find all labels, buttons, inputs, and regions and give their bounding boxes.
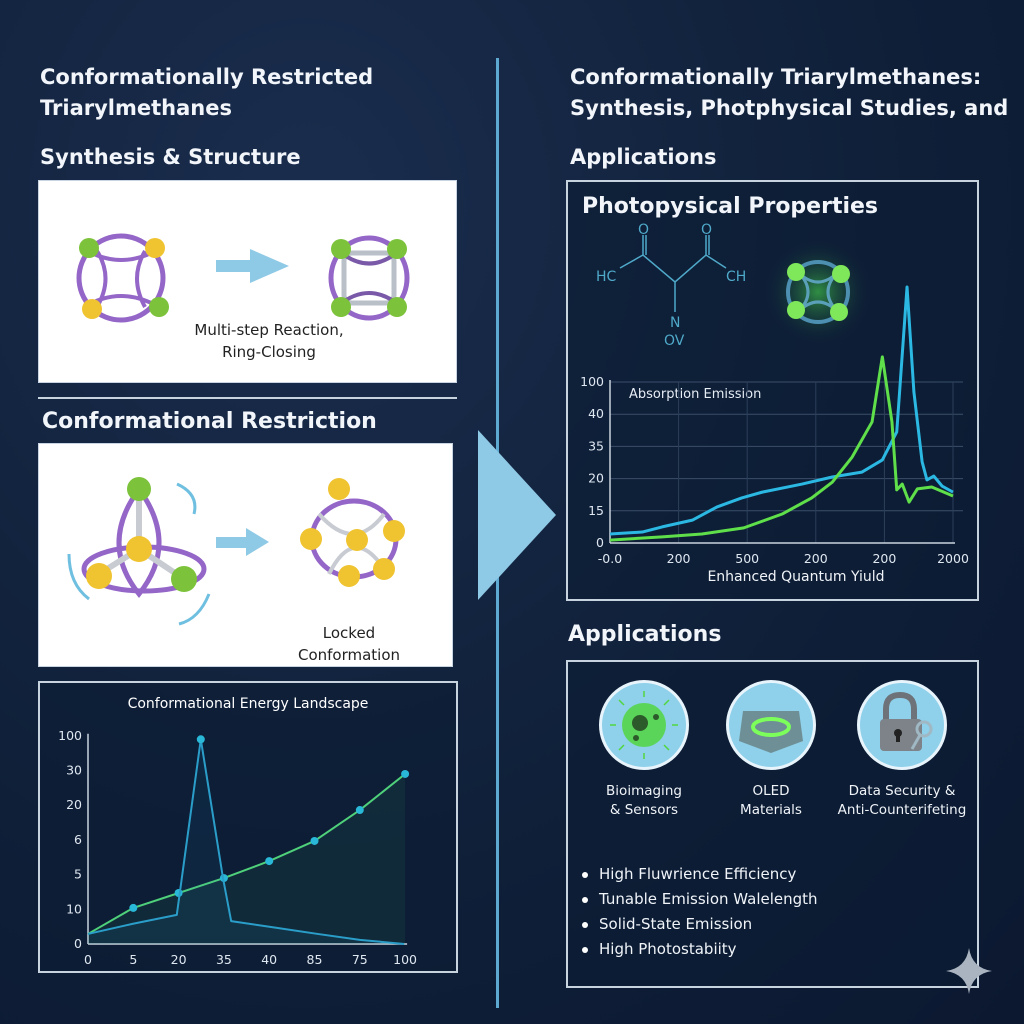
feature-item: High Fluwrience Efficiency bbox=[582, 862, 818, 887]
app-oled-line2: Materials bbox=[740, 802, 802, 818]
label-ch: CH bbox=[726, 269, 746, 285]
synthesis-heading: Synthesis & Structure bbox=[40, 145, 301, 169]
feature-item: Tunable Emission Walelength bbox=[582, 887, 818, 912]
chemical-structure: O O HC CH N OV bbox=[596, 222, 746, 349]
y-tick-label: 100 bbox=[580, 374, 604, 389]
feature-item: Solid-State Emission bbox=[582, 912, 818, 937]
x-tick-label: -0.0 bbox=[598, 551, 622, 566]
y-tick-label: 30 bbox=[66, 763, 82, 778]
x-tick-label: 100 bbox=[393, 952, 417, 967]
app-security-line1: Data Security & bbox=[848, 783, 956, 799]
locked-molecule-icon bbox=[300, 478, 405, 587]
energy-chart-title: Conformational Energy Landscape bbox=[128, 696, 369, 712]
spectrum-chart: Absorption Emission Enhanced Quantum Yiu… bbox=[580, 285, 969, 585]
x-tick-label: 40 bbox=[261, 952, 277, 967]
series-line-0 bbox=[87, 773, 406, 935]
app-security: Data Security & Anti-Counterifeting bbox=[832, 680, 972, 820]
label-o2: O bbox=[701, 222, 712, 238]
energy-chart: Conformational Energy Landscape 0 5 20 35 40… bbox=[58, 696, 417, 967]
photophysical-panel: Photopysical Properties O O HC CH N OV A… bbox=[566, 180, 979, 601]
data-point bbox=[401, 769, 410, 778]
closed-molecule-icon bbox=[328, 235, 410, 321]
photophysical-heading: Photopysical Properties bbox=[582, 194, 879, 219]
series-area bbox=[88, 773, 406, 944]
applications-heading: Applications bbox=[568, 622, 722, 647]
oled-panel-icon bbox=[726, 680, 816, 770]
right-title-line1: Conformationally Triarylmethanes: bbox=[570, 65, 982, 89]
x-tick-label: 35 bbox=[216, 952, 232, 967]
restriction-panel: Locked Conformation bbox=[38, 443, 453, 667]
x-tick-label: 75 bbox=[352, 952, 368, 967]
x-tick-label: 500 bbox=[735, 551, 759, 566]
x-tick-label: 0 bbox=[84, 952, 92, 967]
series-line-1 bbox=[609, 355, 954, 542]
series-line-0 bbox=[609, 285, 954, 536]
label-o1: O bbox=[638, 222, 649, 238]
right-title-line2: Synthesis, Photphysical Studies, and bbox=[570, 96, 1009, 120]
x-tick-label: 200 bbox=[667, 551, 691, 566]
energy-chart-panel: Conformational Energy Landscape 0 5 20 35 40… bbox=[38, 681, 458, 973]
app-oled-line1: OLED bbox=[752, 783, 790, 799]
y-tick-label: 15 bbox=[588, 503, 604, 518]
right-title-line3: Applications bbox=[570, 145, 717, 169]
cell-icon bbox=[599, 680, 689, 770]
data-point bbox=[310, 836, 319, 845]
right-title: Conformationally Triarylmethanes: Synthe… bbox=[570, 62, 1008, 124]
data-point bbox=[265, 857, 274, 866]
app-security-line2: Anti-Counterifeting bbox=[837, 802, 967, 818]
right-arrow-icon bbox=[216, 249, 289, 283]
app-bioimaging-line1: Bioimaging bbox=[606, 783, 682, 799]
app-bioimaging: Bioimaging & Sensors bbox=[574, 680, 714, 820]
synthesis-panel: Multi-step Reaction, Ring-Closing bbox=[38, 180, 457, 383]
feature-item: High Photostabiity bbox=[582, 937, 818, 962]
y-tick-label: 35 bbox=[588, 438, 604, 453]
section-divider bbox=[38, 397, 457, 399]
feature-list: High Fluwrience Efficiency Tunable Emiss… bbox=[582, 862, 818, 962]
data-point bbox=[129, 903, 138, 912]
rotating-molecule-icon bbox=[81, 477, 207, 599]
app-bioimaging-line2: & Sensors bbox=[609, 802, 679, 818]
flow-arrow-icon bbox=[478, 430, 556, 600]
x-tick-label: 5 bbox=[129, 952, 137, 967]
restriction-heading: Conformational Restriction bbox=[42, 409, 377, 434]
x-tick-label: 20 bbox=[171, 952, 187, 967]
y-tick-label: 6 bbox=[74, 832, 82, 847]
data-point bbox=[355, 806, 364, 815]
label-n: N bbox=[670, 315, 680, 331]
series-line-1 bbox=[87, 738, 405, 945]
x-tick-label: 200 bbox=[804, 551, 828, 566]
glowing-molecule-icon bbox=[763, 237, 873, 347]
x-tick-label: 2000 bbox=[937, 551, 969, 566]
label-ov: OV bbox=[664, 333, 685, 349]
right-arrow-icon bbox=[216, 528, 269, 556]
left-title-line1: Conformationally Restricted bbox=[40, 65, 374, 89]
locked-line1: Locked bbox=[322, 624, 376, 642]
peak-point bbox=[196, 735, 205, 744]
app-oled: OLED Materials bbox=[701, 680, 841, 820]
sparkle-icon bbox=[946, 948, 992, 994]
y-tick-label: 0 bbox=[74, 936, 82, 951]
spectrum-legend-text: Absorption Emission bbox=[629, 387, 761, 402]
left-title: Conformationally Restricted Triarylmetha… bbox=[40, 62, 373, 124]
y-tick-label: 0 bbox=[596, 535, 604, 550]
rotation-arrows-icon bbox=[67, 482, 211, 626]
y-tick-label: 40 bbox=[588, 406, 604, 421]
y-tick-label: 100 bbox=[58, 728, 82, 743]
spectrum-xlabel: Enhanced Quantum Yiuld bbox=[707, 569, 884, 585]
synthesis-illustration bbox=[76, 233, 410, 323]
left-title-line2: Triarylmethanes bbox=[40, 96, 232, 120]
padlock-key-icon bbox=[857, 680, 947, 770]
y-tick-label: 10 bbox=[66, 901, 82, 916]
restriction-illustration bbox=[67, 477, 405, 626]
open-molecule-icon bbox=[76, 233, 169, 323]
x-tick-label: 200 bbox=[872, 551, 896, 566]
synthesis-caption-line2: Ring-Closing bbox=[222, 343, 316, 361]
y-tick-label: 20 bbox=[588, 471, 604, 486]
y-tick-label: 5 bbox=[74, 867, 82, 882]
synthesis-caption-line1: Multi-step Reaction, bbox=[194, 321, 344, 339]
x-tick-label: 85 bbox=[307, 952, 323, 967]
y-tick-label: 20 bbox=[66, 797, 82, 812]
label-hc: HC bbox=[596, 269, 617, 285]
locked-line2: Conformation bbox=[297, 646, 401, 664]
